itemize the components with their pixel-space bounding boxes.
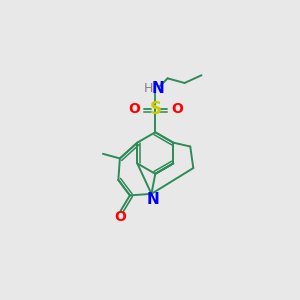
Text: S: S <box>149 100 161 118</box>
Text: O: O <box>171 102 183 116</box>
Text: O: O <box>128 102 140 116</box>
Text: O: O <box>114 210 126 224</box>
Text: N: N <box>147 192 159 207</box>
Text: H: H <box>144 82 153 95</box>
Text: N: N <box>152 81 165 96</box>
